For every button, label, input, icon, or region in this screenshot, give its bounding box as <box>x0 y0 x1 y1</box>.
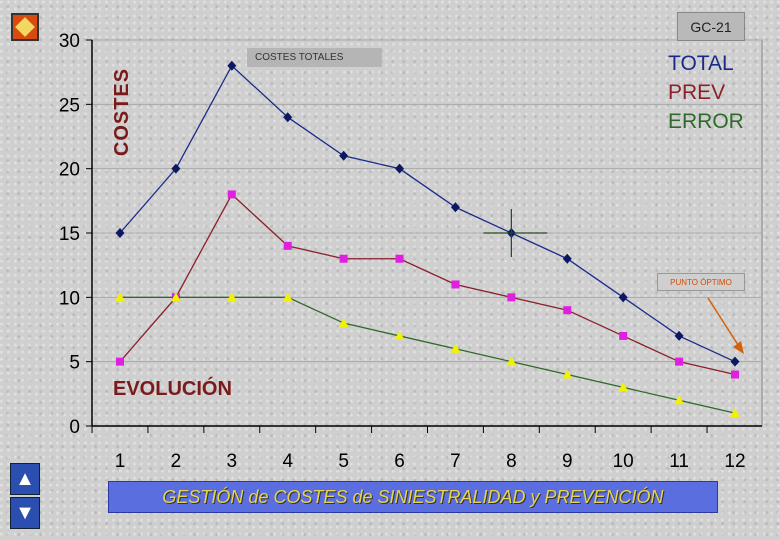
costes-totales-label: COSTES TOTALES <box>247 48 382 67</box>
x-tick-label: 3 <box>227 451 238 472</box>
x-tick-label: 12 <box>724 451 745 472</box>
down-arrow-icon[interactable]: ▼ <box>10 497 40 529</box>
x-tick-label: 6 <box>394 451 405 472</box>
series-line-error <box>120 296 736 414</box>
up-arrow-icon[interactable]: ▲ <box>10 463 40 495</box>
x-tick-label: 4 <box>282 451 293 472</box>
data-point <box>675 357 684 366</box>
data-point <box>563 306 572 315</box>
data-point <box>674 330 684 341</box>
legend-entry: PREV <box>668 81 725 104</box>
data-point <box>283 112 293 123</box>
data-point <box>674 395 685 405</box>
y-tick-label: 25 <box>59 95 80 116</box>
data-point <box>450 343 461 353</box>
y-tick-label: 20 <box>59 160 80 181</box>
data-point <box>395 254 404 263</box>
x-tick-label: 11 <box>669 451 689 472</box>
data-point <box>730 408 740 418</box>
evolucion-label: EVOLUCIÓN <box>113 378 232 400</box>
legend-entry: ERROR <box>668 110 744 133</box>
data-point <box>450 202 460 213</box>
data-point <box>226 292 237 302</box>
data-point <box>506 356 517 366</box>
data-point <box>171 163 181 174</box>
y-axis-title: COSTES <box>110 67 133 157</box>
data-point <box>562 369 573 379</box>
data-point <box>116 357 124 366</box>
data-point <box>115 292 125 302</box>
data-point <box>395 163 405 174</box>
data-point <box>282 292 293 302</box>
x-tick-label: 8 <box>506 451 517 472</box>
data-point <box>227 190 236 199</box>
data-point <box>283 241 292 250</box>
x-tick-label: 7 <box>450 451 461 472</box>
y-tick-label: 0 <box>69 417 80 438</box>
data-point <box>227 60 237 71</box>
data-point <box>562 253 572 264</box>
x-tick-label: 5 <box>338 451 349 472</box>
x-tick-label: 1 <box>115 451 126 472</box>
x-tick-label: 9 <box>562 451 573 472</box>
y-tick-label: 15 <box>59 224 80 245</box>
back-arrow-icon[interactable] <box>11 13 39 41</box>
footer-title: GESTIÓN de COSTES de SINIESTRALIDAD y PR… <box>108 481 718 513</box>
data-point <box>618 292 628 303</box>
x-tick-label: 2 <box>171 451 182 472</box>
data-point <box>731 370 739 379</box>
data-point <box>339 254 348 263</box>
page-code-badge: GC-21 <box>677 12 745 41</box>
y-tick-label: 30 <box>59 31 80 52</box>
y-tick-label: 5 <box>69 353 80 374</box>
optimum-arrow-line <box>707 297 741 349</box>
data-point <box>115 228 125 238</box>
legend-entry: TOTAL <box>668 52 734 75</box>
x-tick-label: 10 <box>613 451 634 472</box>
data-point <box>338 318 349 328</box>
data-point <box>339 150 349 161</box>
optimum-arrow-head <box>733 341 744 354</box>
data-point <box>730 356 740 367</box>
data-point <box>170 292 181 302</box>
data-point <box>394 330 405 340</box>
y-tick-label: 10 <box>59 288 80 309</box>
series-line-prev <box>119 193 736 376</box>
series-line-total <box>119 64 736 363</box>
punto-optimo-label: PUNTO ÓPTIMO <box>657 273 745 291</box>
data-point <box>451 280 460 289</box>
data-point <box>507 293 516 302</box>
data-point <box>619 331 628 340</box>
data-point <box>618 382 629 392</box>
